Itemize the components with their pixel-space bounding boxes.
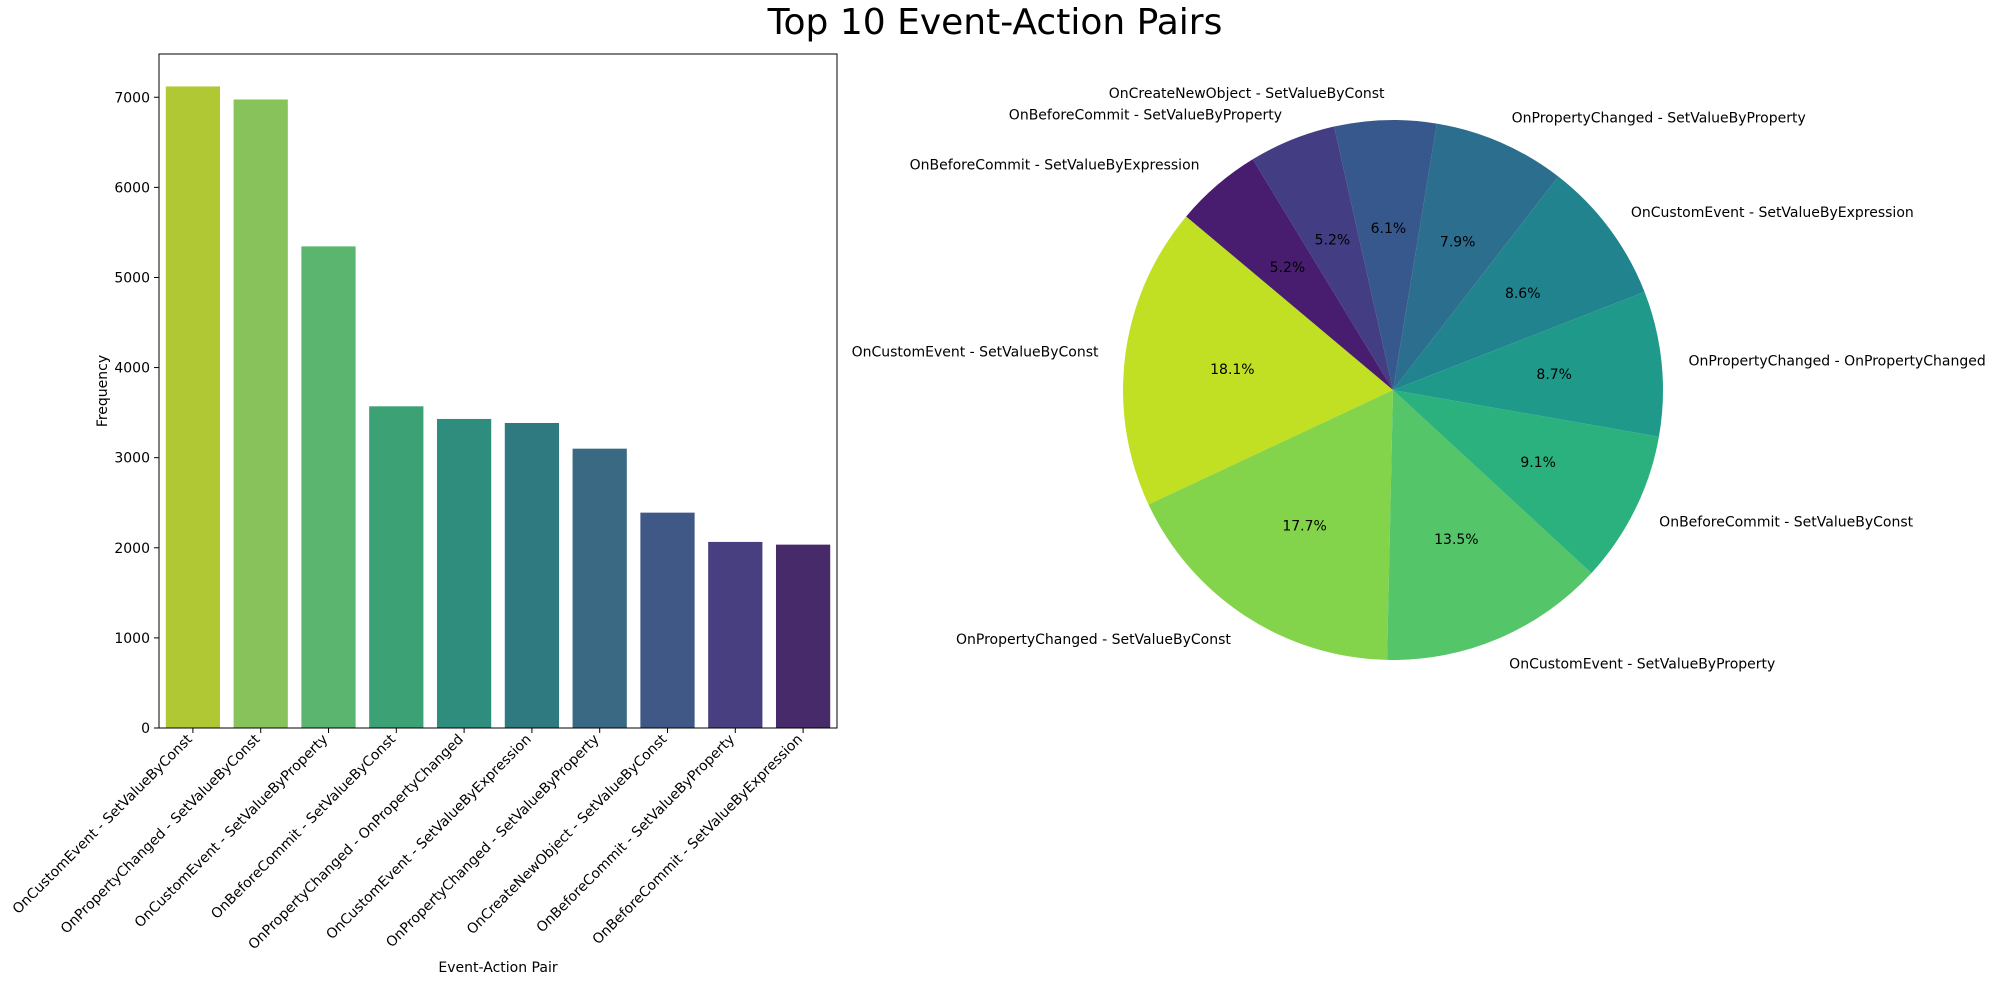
slice-percent-label: 6.1% [1371, 221, 1407, 237]
slice-name-label: OnPropertyChanged - SetValueByProperty [1512, 111, 1806, 127]
slice-name-label: OnBeforeCommit - SetValueByExpression [910, 158, 1200, 174]
slice-percent-label: 7.9% [1440, 234, 1476, 250]
bar [572, 448, 627, 728]
bar [640, 512, 695, 728]
slice-name-label: OnBeforeCommit - SetValueByConst [1659, 515, 1913, 531]
bar [504, 422, 560, 728]
slice-percent-label: 17.7% [1282, 519, 1326, 535]
y-tick-label: 4000 [114, 361, 150, 377]
slice-percent-label: 8.7% [1536, 367, 1572, 383]
slice-name-label: OnCustomEvent - SetValueByProperty [1509, 656, 1775, 672]
slice-percent-label: 13.5% [1434, 532, 1478, 548]
pie-slice [1148, 390, 1393, 660]
bar [775, 544, 831, 728]
slice-percent-label: 18.1% [1210, 362, 1254, 378]
plot-frame [158, 53, 838, 729]
pie-slice [1393, 291, 1663, 437]
figure-title: Top 10 Event-Action Pairs [767, 2, 1223, 43]
slice-percent-label: 9.1% [1520, 455, 1556, 471]
y-tick-label: 2000 [114, 541, 150, 557]
bar [165, 86, 221, 729]
slice-name-label: OnPropertyChanged - SetValueByConst [956, 632, 1231, 648]
slice-name-label: OnPropertyChanged - OnPropertyChanged [1689, 354, 1986, 370]
slice-percent-label: 8.6% [1505, 286, 1541, 302]
slice-percent-label: 5.2% [1270, 260, 1306, 276]
y-tick-label: 1000 [114, 631, 150, 647]
slice-name-label: OnCustomEvent - SetValueByConst [852, 344, 1099, 360]
y-tick-label: 0 [141, 721, 150, 737]
slice-name-label: OnBeforeCommit - SetValueByProperty [1009, 108, 1282, 124]
slice-percent-label: 5.2% [1315, 233, 1351, 249]
pie-slice [1393, 123, 1559, 390]
pie-slice [1186, 159, 1393, 390]
y-tick-label: 5000 [114, 270, 150, 286]
slice-name-label: OnCustomEvent - SetValueByExpression [1631, 205, 1914, 221]
bar [436, 418, 492, 728]
pie-slice [1123, 216, 1393, 505]
pie-slice [1334, 120, 1437, 390]
y-tick-label: 6000 [114, 180, 150, 196]
pie-slice [1393, 390, 1659, 574]
y-axis-label: Frequency [95, 355, 111, 427]
slice-name-label: OnCreateNewObject - SetValueByConst [1109, 86, 1385, 102]
pie-chart: 18.1% OnCustomEvent - SetValueByConst 17.7… [852, 86, 1986, 672]
bar [369, 406, 424, 728]
bar [301, 246, 356, 728]
bar-chart: 01000200030004000500060007000OnCustomEve… [10, 53, 838, 976]
x-axis-label: Event-Action Pair [438, 960, 557, 976]
pie-slice [1252, 126, 1393, 390]
bar [233, 99, 288, 728]
y-tick-label: 3000 [114, 451, 150, 467]
pie-slice [1393, 176, 1645, 390]
pie-slice [1387, 390, 1592, 660]
y-tick-label: 7000 [114, 90, 150, 106]
bar [708, 541, 763, 728]
